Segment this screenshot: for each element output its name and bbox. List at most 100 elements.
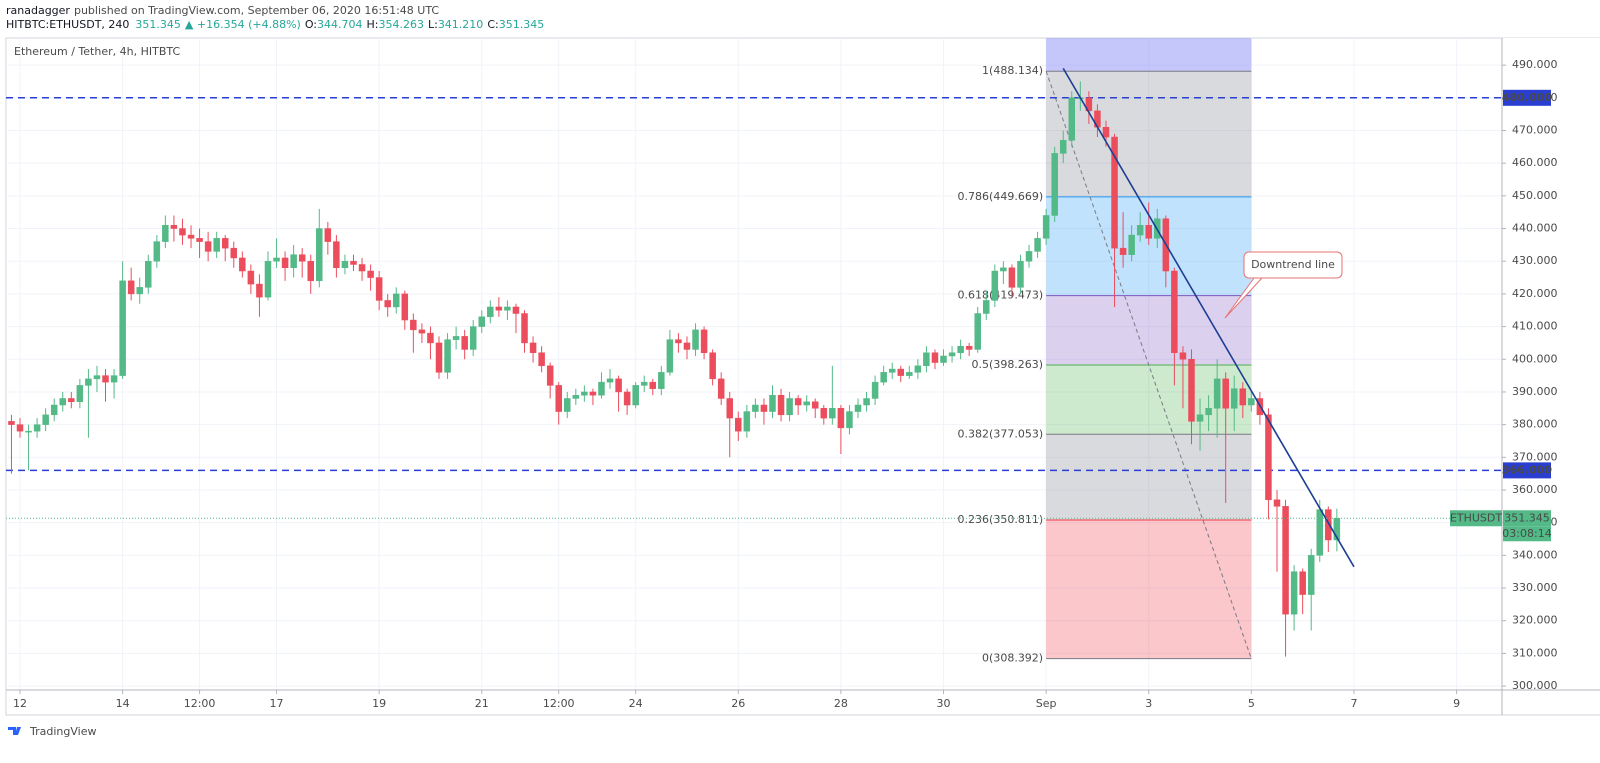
candle-body [1017, 260, 1024, 288]
candle-body [572, 394, 580, 399]
candle-body [196, 238, 203, 242]
candle-body [846, 411, 853, 429]
x-tick-label: 17 [270, 697, 284, 710]
candle-body [401, 293, 409, 321]
candle-body [786, 398, 793, 416]
ohlc-value: 344.704 [317, 18, 363, 31]
candle-body [1205, 408, 1212, 416]
y-tick-label: 440.000 [1512, 222, 1558, 235]
ohlc-value: 354.263 [378, 18, 424, 31]
y-tick-label: 470.000 [1512, 123, 1558, 136]
y-tick-label: 400.000 [1512, 352, 1558, 365]
candle-body [914, 365, 922, 373]
x-tick-label: 9 [1453, 697, 1460, 710]
symbol-tag-label: ETHUSDT [1450, 511, 1502, 524]
fib-label: 0.382(377.053) [958, 427, 1044, 440]
candle-body [1119, 247, 1127, 255]
candle-body [581, 391, 588, 396]
x-tick-label: 14 [116, 697, 130, 710]
candle-body [1248, 398, 1255, 406]
ohlc-label: H: [366, 18, 378, 31]
candle-body [837, 408, 845, 429]
countdown-tag [1503, 526, 1551, 542]
candle-body [1008, 267, 1016, 288]
price-axis [1502, 38, 1600, 690]
candle-body [230, 247, 238, 259]
candle-body [564, 398, 571, 412]
candle-body [341, 260, 349, 269]
candle-body [649, 381, 657, 389]
candle-body [85, 378, 92, 386]
candle-body [760, 404, 768, 412]
callout-pointer [1224, 277, 1263, 319]
candle-body [1128, 234, 1135, 255]
level-tag [1503, 89, 1551, 106]
candle-body [906, 372, 913, 376]
candle-body [1111, 136, 1118, 249]
candle-body [461, 336, 468, 350]
candle-body [1239, 388, 1247, 406]
candle-body [25, 430, 32, 433]
candle-body [367, 270, 374, 278]
candle-body [615, 378, 622, 393]
x-tick-label: 28 [834, 697, 848, 710]
y-tick-label: 390.000 [1512, 385, 1558, 398]
candle-body [957, 345, 964, 353]
candle-body [8, 421, 15, 425]
chart-title: Ethereum / Tether, 4h, HITBTC [14, 45, 180, 58]
candle-body [170, 225, 178, 229]
candle-body [1068, 97, 1076, 141]
y-tick-label: 300.000 [1512, 679, 1558, 692]
ohlc-value: 351.345 [499, 18, 545, 31]
candle-body [127, 280, 135, 295]
candle-body [1230, 388, 1238, 409]
candle-body [102, 375, 109, 383]
ohlc-label: C: [487, 18, 498, 31]
x-tick-label: 12:00 [184, 697, 216, 710]
y-tick-label: 420.000 [1512, 287, 1558, 300]
candle-body [392, 293, 400, 308]
price-tag [1503, 510, 1551, 527]
candle-body [948, 352, 956, 357]
candle-body [42, 414, 49, 425]
fib-band [1046, 520, 1252, 659]
candle-body [897, 368, 905, 376]
countdown-label: 03:08:14 [1502, 527, 1551, 540]
change: ▲ +16.354 (+4.88%) [185, 18, 301, 31]
candle-body [256, 283, 263, 298]
x-tick-label: Sep [1036, 697, 1057, 710]
candle-body [675, 339, 682, 344]
candle-body [700, 329, 708, 353]
candle-body [803, 401, 810, 406]
candle-body [1188, 359, 1195, 422]
x-tick-label: 30 [937, 697, 951, 710]
candle-body [487, 306, 494, 318]
candle-body [68, 398, 75, 402]
candle-body [1179, 352, 1187, 360]
candle-body [1034, 238, 1041, 252]
candle-body [854, 404, 862, 412]
candle-body [59, 398, 67, 406]
candle-body [264, 260, 272, 298]
y-tick-label: 490.000 [1512, 58, 1558, 71]
candle-body [632, 385, 639, 406]
y-tick-label: 310.000 [1512, 646, 1558, 659]
price: 351.345 [135, 18, 181, 31]
candle-body [1136, 225, 1144, 236]
candle-body [316, 228, 323, 282]
candle-body [93, 375, 101, 380]
candle-body [350, 260, 357, 265]
candle-body [829, 408, 836, 419]
candle-body [1025, 251, 1033, 262]
published: published on TradingView.com, September … [74, 4, 439, 17]
candle-body [478, 316, 486, 327]
level-tag-label: 366.000 [1502, 463, 1552, 476]
candle-body [145, 260, 152, 288]
candle-body [743, 411, 751, 432]
y-tick-label: 410.000 [1512, 320, 1558, 333]
x-tick-label: 12 [13, 697, 27, 710]
fib-band [1046, 434, 1252, 521]
candle-body [863, 398, 870, 406]
candle-body [76, 385, 84, 402]
candle-body [1273, 499, 1281, 507]
